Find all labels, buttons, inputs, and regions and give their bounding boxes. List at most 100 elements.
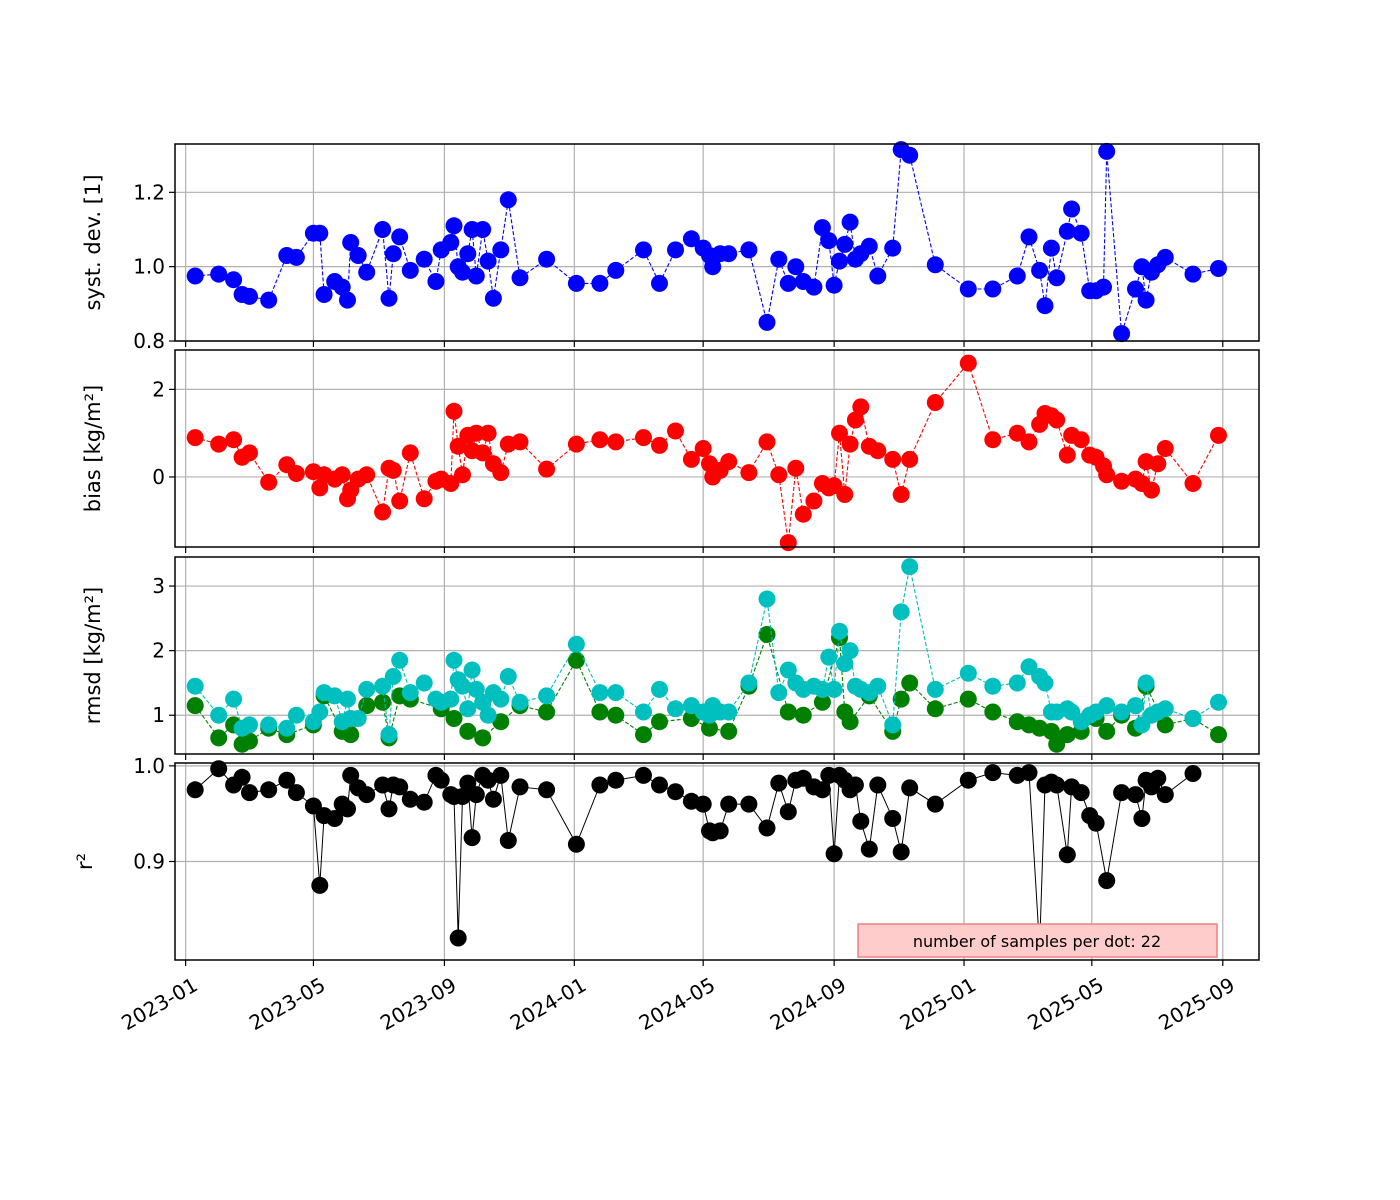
data-point [499, 832, 517, 849]
data-point [869, 677, 887, 695]
data-point [225, 431, 243, 449]
data-point [287, 784, 305, 802]
data-point [492, 241, 510, 259]
data-point [326, 687, 344, 705]
data-point [1133, 810, 1151, 827]
data-point [787, 459, 805, 477]
data-point [770, 684, 788, 702]
data-point [901, 779, 919, 797]
data-point [454, 677, 471, 695]
data-point [467, 267, 485, 285]
data-point [401, 261, 419, 279]
data-point [841, 713, 859, 731]
data-point [186, 677, 204, 695]
data-point [836, 486, 854, 503]
data-point [901, 146, 919, 164]
data-point [1184, 475, 1202, 492]
data-point [1184, 710, 1202, 727]
data-point [1156, 786, 1174, 804]
data-point [463, 661, 481, 679]
data-point [892, 690, 910, 708]
data-point [342, 234, 360, 251]
data-point [1072, 784, 1090, 802]
data-point [415, 793, 433, 811]
data-point [836, 235, 854, 253]
data-point [984, 431, 1002, 449]
data-point [349, 247, 367, 264]
data-point [415, 674, 433, 692]
data-point [1113, 325, 1131, 343]
data-point [667, 241, 684, 259]
x-tick-label: 2025-09 [1154, 973, 1238, 1036]
data-point [1137, 291, 1155, 309]
data-point [442, 475, 460, 492]
data-point [901, 450, 919, 468]
data-point [770, 774, 788, 792]
data-point [770, 250, 788, 268]
data-point [926, 795, 944, 813]
data-point [1048, 269, 1066, 287]
data-point [667, 700, 684, 718]
data-point [339, 291, 356, 309]
data-point [1149, 769, 1167, 787]
data-point [210, 729, 228, 747]
data-point [813, 781, 831, 799]
data-point [241, 444, 258, 462]
data-point [1149, 455, 1167, 473]
data-point [1058, 846, 1076, 864]
data-point [391, 778, 409, 796]
data-point [651, 713, 668, 731]
data-point [210, 760, 228, 778]
y-tick-label: 0 [152, 465, 165, 489]
data-point [467, 424, 485, 442]
data-point [805, 492, 823, 510]
data-point [241, 732, 258, 750]
data-point [1063, 200, 1081, 218]
data-point [813, 219, 831, 237]
data-point [342, 726, 360, 744]
data-point [358, 680, 376, 698]
data-point [459, 700, 477, 718]
data-point [278, 719, 296, 737]
data-point [1036, 297, 1054, 315]
x-tick-label: 2023-05 [245, 973, 329, 1036]
data-point [225, 271, 243, 289]
data-point [415, 490, 433, 508]
data-point [720, 453, 738, 471]
data-point [841, 213, 859, 231]
data-point [260, 716, 278, 734]
data-point [740, 464, 758, 482]
y-axis-label: syst. dev. [1] [81, 174, 105, 310]
x-tick-label: 2023-09 [376, 973, 460, 1036]
data-point [841, 435, 859, 453]
data-point [1048, 776, 1066, 794]
data-point [1210, 260, 1227, 277]
data-point [186, 429, 204, 447]
data-point [374, 503, 392, 521]
data-point [1048, 411, 1066, 429]
y-axis-label: r² [73, 853, 97, 870]
data-point [454, 263, 471, 281]
data-point [984, 703, 1002, 721]
data-point [959, 354, 977, 372]
x-axis-ticks: 2023-01 2023-05 2023-09 2024-01 2024-05 2024-… [117, 973, 1239, 1036]
data-point [186, 267, 204, 285]
data-point [820, 232, 838, 250]
data-point [720, 722, 738, 740]
data-point [635, 726, 652, 744]
data-point [869, 776, 887, 794]
panel-bias: 0 2 bias [kg/m²] [81, 349, 1260, 553]
data-point [445, 402, 463, 420]
data-point [339, 690, 356, 708]
data-point [1127, 280, 1144, 298]
data-point [813, 680, 831, 698]
y-tick-label: 1 [152, 703, 165, 727]
x-tick-label: 2023-01 [117, 973, 201, 1036]
data-point [758, 819, 776, 837]
x-tick-label: 2024-01 [506, 973, 590, 1036]
axes-frame [174, 556, 1260, 755]
data-point [186, 697, 204, 715]
data-point [607, 706, 625, 724]
data-point [825, 276, 843, 294]
